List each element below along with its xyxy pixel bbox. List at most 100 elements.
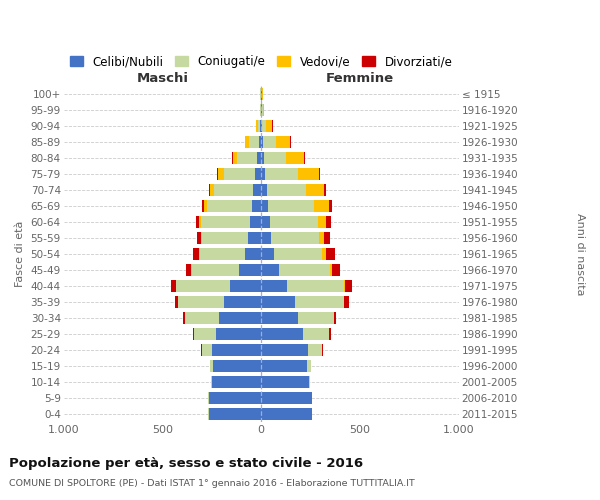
Bar (217, 168, 218, 180)
Bar (263, 104, 264, 116)
Bar (261, 328, 302, 340)
Bar (261, 232, 271, 244)
Text: Maschi: Maschi (136, 72, 188, 85)
Bar (261, 120, 262, 132)
Bar (202, 344, 212, 356)
Y-axis label: Anni di nascita: Anni di nascita (575, 213, 585, 296)
Bar (245, 136, 250, 148)
Bar (178, 296, 224, 308)
Bar (261, 280, 287, 292)
Bar (263, 136, 276, 148)
Bar (265, 168, 298, 180)
Bar (224, 168, 255, 180)
Bar (334, 312, 337, 324)
Bar (344, 280, 345, 292)
Bar (224, 296, 261, 308)
Bar (199, 248, 200, 260)
Bar (245, 248, 261, 260)
Bar (238, 152, 257, 164)
Bar (202, 232, 248, 244)
Bar (329, 328, 331, 340)
Bar (306, 184, 325, 196)
Bar (214, 184, 253, 196)
Bar (212, 344, 261, 356)
Text: Femmine: Femmine (326, 72, 394, 85)
Bar (326, 216, 331, 228)
Bar (259, 136, 261, 148)
Bar (261, 376, 308, 388)
Bar (298, 168, 319, 180)
Bar (204, 200, 207, 212)
Bar (279, 264, 330, 276)
Bar (270, 216, 318, 228)
Bar (329, 200, 332, 212)
Bar (255, 168, 261, 180)
Bar (261, 136, 263, 148)
Bar (239, 264, 261, 276)
Bar (260, 120, 261, 132)
Bar (193, 328, 194, 340)
Bar (183, 312, 185, 324)
Bar (233, 152, 238, 164)
Bar (211, 376, 212, 388)
Bar (261, 296, 295, 308)
Bar (210, 184, 214, 196)
Bar (267, 184, 306, 196)
Bar (261, 152, 264, 164)
Bar (322, 248, 326, 260)
Bar (295, 296, 344, 308)
Bar (314, 200, 329, 212)
Bar (262, 120, 266, 132)
Bar (212, 376, 261, 388)
Bar (324, 232, 331, 244)
Bar (261, 168, 265, 180)
Bar (261, 264, 279, 276)
Text: COMUNE DI SPOLTORE (PE) - Dati ISTAT 1° gennaio 2016 - Elaborazione TUTTITALIA.I: COMUNE DI SPOLTORE (PE) - Dati ISTAT 1° … (9, 479, 415, 488)
Bar (302, 328, 329, 340)
Bar (213, 360, 261, 372)
Bar (250, 216, 261, 228)
Bar (274, 248, 322, 260)
Bar (196, 216, 199, 228)
Bar (330, 264, 332, 276)
Bar (257, 152, 261, 164)
Bar (268, 200, 314, 212)
Bar (261, 360, 307, 372)
Bar (187, 264, 191, 276)
Bar (326, 248, 335, 260)
Bar (193, 248, 199, 260)
Bar (194, 328, 216, 340)
Bar (271, 232, 319, 244)
Bar (219, 312, 261, 324)
Bar (201, 232, 202, 244)
Bar (207, 200, 253, 212)
Bar (308, 376, 310, 388)
Bar (201, 216, 250, 228)
Bar (276, 136, 290, 148)
Bar (344, 296, 349, 308)
Bar (248, 232, 261, 244)
Text: Popolazione per età, sesso e stato civile - 2016: Popolazione per età, sesso e stato civil… (9, 458, 363, 470)
Bar (319, 232, 324, 244)
Bar (307, 360, 311, 372)
Bar (200, 248, 245, 260)
Bar (230, 280, 261, 292)
Bar (209, 184, 210, 196)
Bar (261, 200, 268, 212)
Bar (261, 216, 270, 228)
Bar (298, 312, 334, 324)
Bar (202, 200, 204, 212)
Bar (210, 360, 213, 372)
Bar (325, 184, 326, 196)
Bar (308, 344, 322, 356)
Bar (261, 344, 308, 356)
Bar (261, 312, 298, 324)
Bar (197, 232, 201, 244)
Bar (287, 280, 344, 292)
Bar (266, 120, 272, 132)
Bar (216, 328, 261, 340)
Bar (345, 280, 352, 292)
Bar (209, 408, 261, 420)
Bar (218, 168, 224, 180)
Bar (258, 120, 260, 132)
